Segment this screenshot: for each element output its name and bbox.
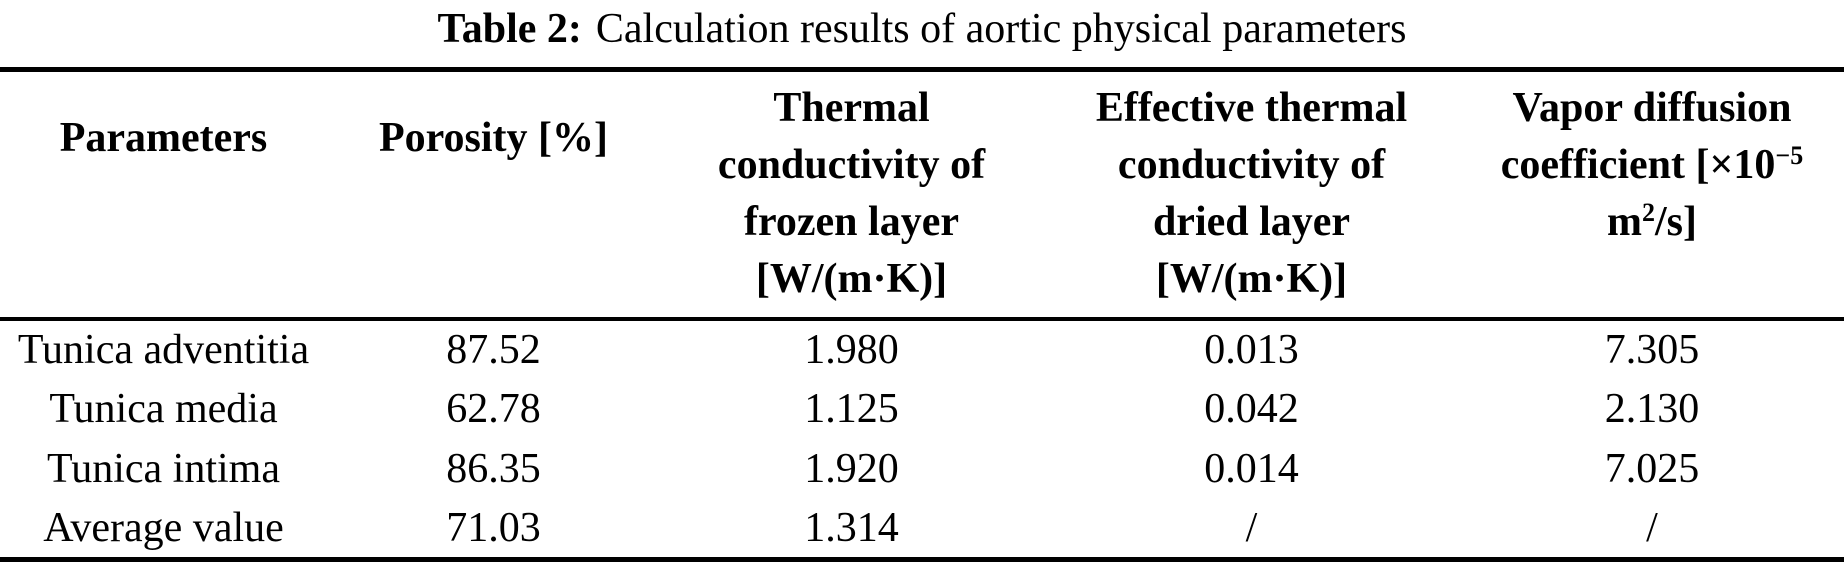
table-row: Tunica adventitia 87.52 1.980 0.013 7.30… — [0, 319, 1844, 379]
table-row: Average value 71.03 1.314 / / — [0, 499, 1844, 559]
exponent: 2 — [1642, 197, 1655, 227]
table-row: Tunica media 62.78 1.125 0.042 2.130 — [0, 379, 1844, 439]
header-line-text: m — [1607, 199, 1642, 245]
header-thermal-conductivity-frozen: Thermal conductivity of frozen layer [W/… — [660, 70, 1043, 320]
cell-vapor-diffusion: / — [1646, 504, 1658, 551]
cell-vapor-diffusion: 7.025 — [1604, 446, 1700, 492]
cell-parameter: Tunica adventitia — [17, 327, 310, 373]
cell-parameter: Tunica intima — [47, 446, 280, 492]
table-header: Parameters Porosity [%] Thermal conducti… — [0, 70, 1844, 320]
cell-thermal-frozen: 1.980 — [804, 327, 899, 373]
cell-porosity: 62.78 — [446, 386, 541, 432]
header-line: Vapor diffusion — [1512, 85, 1792, 131]
header-line-text: /s] — [1655, 199, 1697, 245]
cell-thermal-dried: 0.013 — [1204, 327, 1299, 373]
header-line: conductivity of — [1117, 142, 1386, 188]
cell-thermal-frozen: 1.920 — [804, 446, 899, 492]
header-line-text: coefficient [×10 — [1500, 142, 1776, 188]
cell-vapor-diffusion: 2.130 — [1604, 386, 1700, 432]
results-table: Parameters Porosity [%] Thermal conducti… — [0, 67, 1844, 562]
table-caption-text: Calculation results of aortic physical p… — [595, 6, 1407, 52]
table-caption: Table 2: Calculation results of aortic ph… — [0, 0, 1844, 67]
header-line: frozen layer — [744, 199, 959, 245]
cell-vapor-diffusion: 7.305 — [1604, 327, 1700, 373]
header-line: [W/(m·K)] — [755, 256, 948, 302]
table-row: Tunica intima 86.35 1.920 0.014 7.025 — [0, 439, 1844, 499]
table-body: Tunica adventitia 87.52 1.980 0.013 7.30… — [0, 319, 1844, 559]
header-line: Effective thermal — [1095, 85, 1408, 131]
cell-parameter: Average value — [43, 504, 284, 551]
cell-parameter: Tunica media — [49, 386, 278, 432]
cell-thermal-dried: 0.042 — [1204, 386, 1299, 432]
cell-porosity: 71.03 — [446, 504, 541, 551]
header-thermal-conductivity-dried: Effective thermal conductivity of dried … — [1043, 70, 1460, 320]
cell-porosity: 87.52 — [446, 327, 541, 373]
header-line: [W/(m·K)] — [1155, 256, 1348, 302]
header-line: conductivity of — [717, 142, 986, 188]
cell-thermal-frozen: 1.314 — [804, 504, 899, 551]
header-line: dried layer — [1152, 199, 1351, 245]
exponent: −5 — [1775, 140, 1804, 170]
header-porosity: Porosity [%] — [378, 115, 608, 161]
header-line: m2/s] — [1464, 194, 1840, 251]
header-row: Parameters Porosity [%] Thermal conducti… — [0, 70, 1844, 320]
table-caption-label: Table 2: — [437, 6, 582, 52]
cell-thermal-dried: / — [1245, 504, 1258, 551]
header-line: coefficient [×10−5 — [1464, 137, 1840, 194]
header-parameters: Parameters — [59, 115, 268, 161]
cell-thermal-dried: 0.014 — [1204, 446, 1299, 492]
header-line: Thermal — [773, 85, 930, 131]
header-vapor-diffusion: Vapor diffusion coefficient [×10−5 m2/s] — [1460, 70, 1844, 320]
cell-thermal-frozen: 1.125 — [804, 386, 899, 432]
cell-porosity: 86.35 — [446, 446, 541, 492]
